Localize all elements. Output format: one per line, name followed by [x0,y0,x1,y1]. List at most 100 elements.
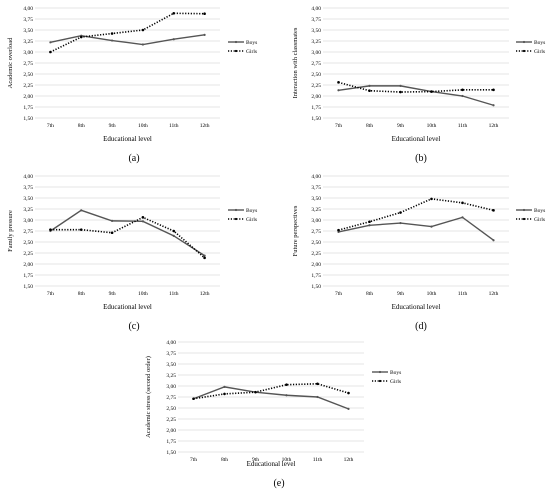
chart-panel-a: 1,50 1,75 2,00 2,25 2,50 2,75 3,00 3,25 3,50 3,75… [7,6,257,164]
data-point-boys [368,84,371,87]
y-tick-label: 3,50 [166,362,176,368]
x-tick-label: 10th [282,457,292,463]
chart-panel-c: 1,50 1,75 2,00 2,25 2,50 2,75 3,00 3,25 3,50 3,75… [7,174,257,332]
data-point-boys [347,407,350,410]
series-line-girls [50,216,206,259]
x-tick-label: 11th [169,123,179,129]
y-tick-label: 1,50 [311,284,321,290]
y-tick-label: 3,00 [23,218,33,224]
y-tick-label: 3,25 [23,39,33,45]
y-tick-label: 3,00 [166,384,176,390]
legend-marker [378,379,382,383]
legend-label-girls: Girls [534,217,545,223]
data-point-girls [430,197,433,201]
y-tick-label: 2,75 [311,229,321,235]
x-axis-label: Educational level [247,460,296,468]
y-tick-label: 2,50 [23,240,33,246]
x-tick-label: 11th [458,291,468,297]
data-point-girls [110,231,114,235]
data-point-girls [461,88,464,92]
y-tick-label: 1,75 [166,439,176,445]
y-tick-label: 2,75 [23,61,33,67]
y-tick-label: 2,75 [23,229,33,235]
data-point-boys [172,38,175,41]
data-point-boys [337,89,340,92]
y-tick-label: 1,50 [23,284,33,290]
x-tick-label: 12th [489,291,499,297]
x-tick-label: 10th [427,291,437,297]
y-axis-label: Future perspectives [292,205,299,256]
legend-marker [522,217,526,221]
y-tick-label: 3,75 [23,17,33,23]
data-point-boys [399,221,402,225]
data-point-boys [223,385,226,388]
y-tick-label: 4,00 [23,174,33,180]
data-point-girls [254,390,257,394]
data-point-girls [399,211,402,214]
y-axis-label: Academic stress (second order) [145,356,152,438]
y-tick-label: 3,25 [311,207,321,213]
chart-panel-e: 1,50 1,75 2,00 2,25 2,50 2,75 3,00 3,25 3,50 3,75… [145,340,401,489]
y-tick-label: 2,00 [311,94,321,100]
x-tick-label: 9th [109,123,116,129]
data-point-boys [285,394,288,397]
x-tick-label: 10th [138,291,148,297]
data-point-girls [192,397,195,401]
data-point-girls [285,383,288,386]
x-tick-label: 8th [221,457,228,463]
y-tick-label: 3,75 [311,185,321,191]
y-tick-label: 4,00 [311,6,321,12]
legend-label-boys: Boys [534,40,545,46]
x-tick-label: 7th [335,291,342,297]
series-line-boys [338,216,494,241]
y-tick-label: 3,50 [311,28,321,34]
y-tick-label: 2,75 [311,61,321,67]
data-point-girls [172,11,176,15]
series-line-boys [50,34,205,46]
y-tick-label: 3,25 [166,373,176,379]
y-tick-label: 2,25 [23,83,33,89]
data-point-boys [172,234,175,237]
x-axis-label: Educational level [392,135,441,143]
series-line-boys [193,386,349,410]
y-tick-label: 3,25 [311,39,321,45]
data-point-girls [316,382,319,386]
data-point-boys [492,239,495,242]
legend-marker [234,49,238,53]
series-line-girls [50,12,205,53]
data-point-boys [203,33,206,36]
x-tick-label: 9th [109,291,116,297]
x-tick-label: 9th [397,123,404,129]
data-point-girls [172,229,176,233]
x-tick-label: 7th [47,291,54,297]
y-tick-label: 3,00 [311,50,321,56]
y-tick-label: 2,50 [166,406,176,412]
y-tick-label: 3,00 [311,218,321,224]
data-point-girls [461,201,464,205]
x-axis-label: Educational level [103,303,152,311]
y-tick-label: 2,00 [166,428,176,434]
data-point-girls [492,209,495,212]
x-tick-label: 10th [138,123,148,129]
data-point-boys [49,41,52,44]
y-axis-label: Family pressure [7,210,14,252]
y-axis-label: Academic overload [7,37,14,88]
x-tick-label: 12th [344,457,354,463]
data-point-boys [461,94,464,98]
data-point-girls [337,81,340,84]
data-point-boys [203,254,206,257]
x-tick-label: 8th [366,123,373,129]
x-axis-label: Educational level [392,303,441,311]
data-point-girls [49,50,52,54]
data-point-girls [203,256,206,260]
x-tick-label: 7th [335,123,342,129]
data-point-girls [141,216,145,219]
data-point-boys [80,209,83,212]
x-tick-label: 8th [78,123,85,129]
legend-marker [378,370,382,374]
legend-marker [522,49,526,53]
series-line-girls [338,81,494,93]
x-tick-label: 10th [427,123,437,129]
legend-label-girls: Girls [246,217,257,223]
